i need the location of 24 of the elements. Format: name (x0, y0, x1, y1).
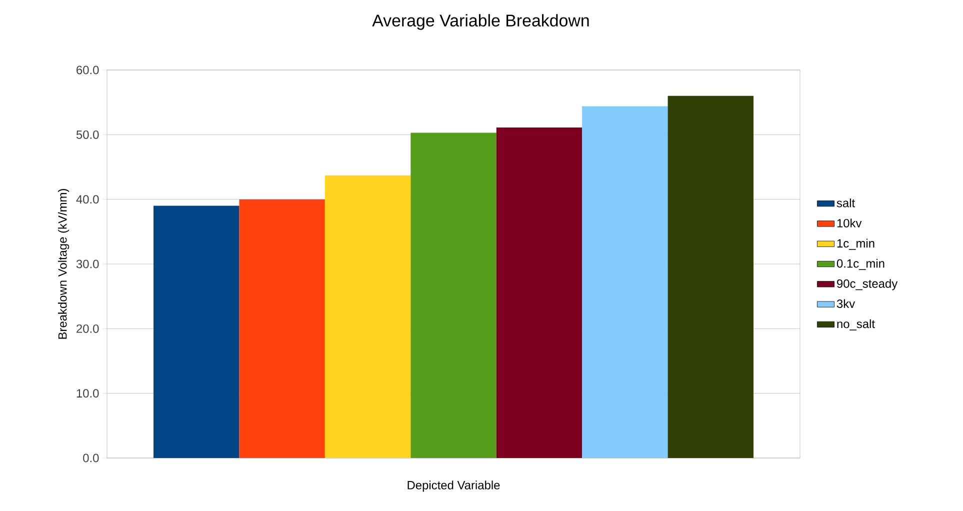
bar (496, 128, 582, 458)
y-tick-label: 30.0 (76, 260, 99, 268)
legend-label: 0.1c_min (836, 258, 884, 270)
y-axis-title: Breakdown Voltage (kV/mm) (58, 189, 70, 339)
bar (324, 175, 411, 458)
bar (239, 199, 325, 458)
y-tick-label: 20.0 (76, 324, 99, 333)
bar (582, 106, 668, 458)
legend-label: salt (836, 198, 855, 208)
bar (668, 96, 754, 458)
bar (410, 132, 496, 458)
legend-label: 10kv (837, 218, 862, 228)
y-tick-label: 0.0 (83, 454, 99, 462)
legend-label: 90c_steady (837, 279, 898, 290)
legend-label: 3kv (836, 299, 856, 308)
legend-label: no_salt (837, 319, 875, 330)
y-tick-label: 40.0 (76, 195, 99, 204)
bar (154, 206, 240, 458)
x-axis-title: Depicted Variable (408, 480, 500, 492)
y-tick-label: 50.0 (76, 130, 99, 139)
chart-title: Average Variable Breakdown (372, 14, 589, 30)
legend-label: 1c_min (837, 238, 874, 250)
y-tick-label: 10.0 (76, 389, 99, 398)
y-tick-label: 60.0 (76, 66, 99, 74)
